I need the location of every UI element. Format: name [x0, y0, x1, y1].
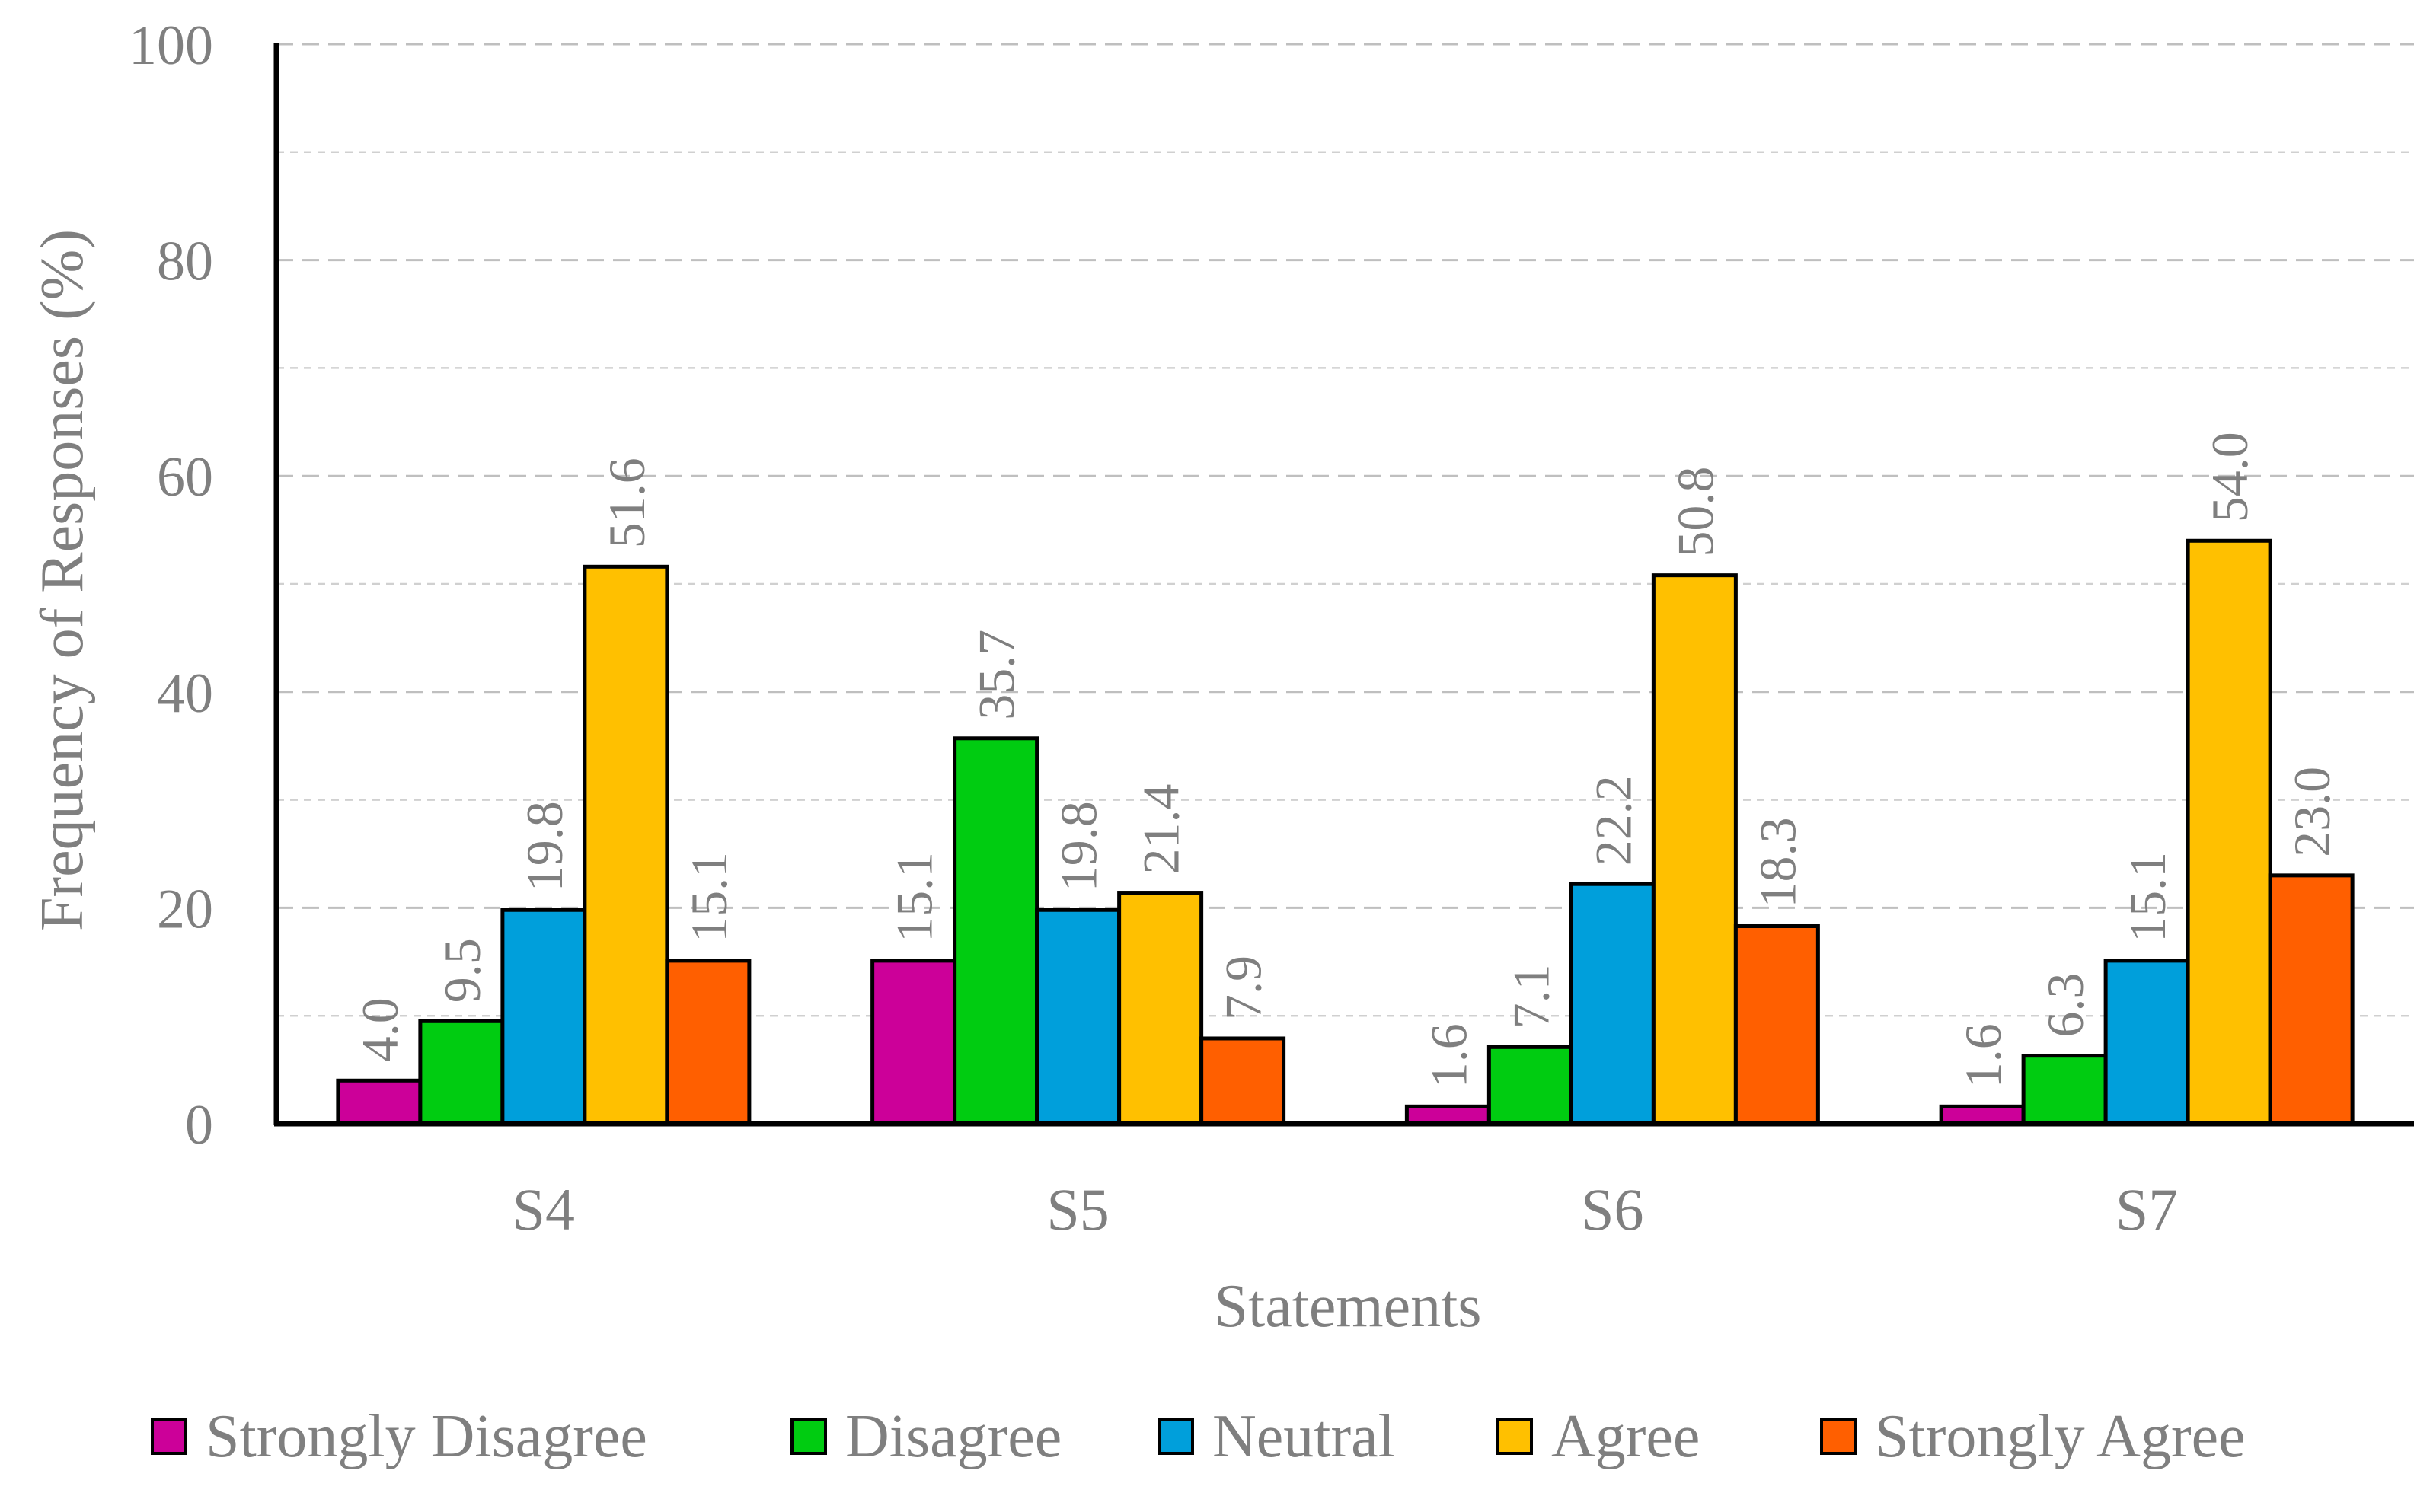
y-tick-label: 0 [185, 1094, 213, 1156]
bar-s5-strongly-disagree [870, 959, 957, 1126]
legend-swatch-strongly-disagree [151, 1418, 187, 1455]
data-label: 4.0 [351, 997, 409, 1062]
y-tick-label: 100 [129, 14, 213, 77]
bar-s4-strongly-agree [665, 959, 752, 1126]
y-tick-label: 80 [157, 231, 213, 293]
data-label: 1.6 [1954, 1023, 2012, 1088]
legend-label: Agree [1551, 1403, 1700, 1470]
bar-s5-neutral [1035, 908, 1122, 1126]
data-label: 6.3 [2036, 973, 2094, 1038]
data-label: 7.9 [1215, 955, 1272, 1020]
data-label: 19.8 [516, 801, 573, 892]
bar-s4-agree [583, 564, 669, 1126]
x-category-label: S4 [513, 1176, 575, 1242]
legend: Strongly Disagree Disagree Neutral Agree Str… [151, 1403, 2246, 1470]
legend-label: Disagree [845, 1403, 1062, 1470]
legend-label: Strongly Disagree [206, 1403, 647, 1470]
data-label: 15.1 [886, 852, 944, 943]
data-label: 1.6 [1419, 1023, 1477, 1088]
bar-s5-agree [1117, 891, 1204, 1126]
data-label: 9.5 [433, 938, 491, 1003]
gridlines [276, 43, 2414, 1017]
data-label: 19.8 [1050, 801, 1108, 892]
x-category-label: S7 [2115, 1176, 2178, 1242]
bar-s6-disagree [1486, 1045, 1573, 1126]
legend-swatch-agree [1496, 1418, 1533, 1455]
data-label: 21.4 [1132, 784, 1190, 875]
legend-label: Strongly Agree [1875, 1403, 2246, 1470]
x-category-label: S6 [1581, 1176, 1643, 1242]
data-label: 22.2 [1584, 775, 1642, 866]
x-axis-title: Statements [1214, 1273, 1481, 1340]
bar-s5-disagree [953, 736, 1039, 1126]
legend-swatch-disagree [790, 1418, 827, 1455]
x-category-labels: S4 S5 S6 S7 [513, 1176, 2179, 1242]
data-label: 15.1 [2119, 852, 2176, 943]
data-label: 54.0 [2201, 432, 2259, 522]
data-label: 51.6 [598, 458, 656, 548]
data-label: 50.8 [1666, 467, 1724, 557]
data-label: 7.1 [1502, 964, 1560, 1029]
bars [336, 538, 2355, 1126]
bar-s6-agree [1651, 573, 1738, 1126]
legend-swatch-neutral [1158, 1418, 1194, 1455]
data-label: 15.1 [680, 852, 738, 943]
y-axis-title: Frequency of Responses (%) [29, 229, 96, 931]
bar-s7-strongly-agree [2268, 873, 2355, 1126]
y-tick-label: 40 [157, 662, 213, 725]
bar-s5-strongly-agree [1199, 1036, 1286, 1126]
legend-label: Neutral [1212, 1403, 1395, 1470]
legend-swatch-strongly-agree [1820, 1418, 1857, 1455]
bar-s7-neutral [2103, 959, 2190, 1126]
data-label: 23.0 [2283, 767, 2341, 857]
y-tick-label: 20 [157, 878, 213, 940]
bar-s4-disagree [418, 1019, 505, 1126]
x-category-label: S5 [1046, 1176, 1109, 1242]
data-label: 35.7 [968, 630, 1026, 720]
bar-s4-neutral [500, 908, 587, 1126]
axes [273, 43, 2414, 1127]
bar-s6-strongly-agree [1733, 924, 1820, 1126]
bar-s7-disagree [2021, 1054, 2108, 1126]
data-labels: 4.0 9.5 19.8 51.6 15.1 15.1 35.7 19.8 21.4 7.9 1.6… [351, 432, 2341, 1088]
y-tick-label: 60 [157, 446, 213, 509]
bar-s7-agree [2186, 538, 2272, 1126]
data-label: 18.3 [1748, 818, 1806, 908]
bar-s6-neutral [1569, 882, 1656, 1126]
y-tick-labels: 0 20 40 60 80 100 [129, 14, 213, 1156]
bar-s4-strongly-disagree [336, 1078, 423, 1126]
